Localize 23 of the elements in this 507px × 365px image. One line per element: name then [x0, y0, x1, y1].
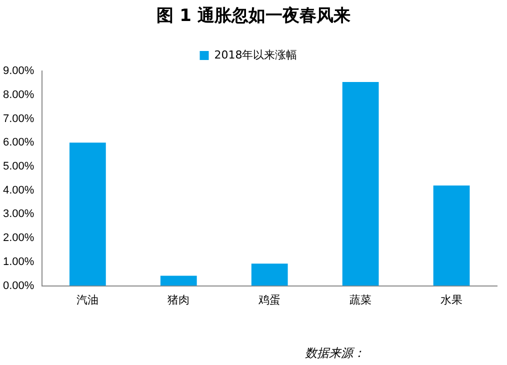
y-tick-label: 5.00%: [2, 160, 34, 172]
x-tick-label: 蔬菜: [350, 293, 372, 306]
y-tick-label: 7.00%: [2, 112, 34, 125]
bar: [433, 186, 470, 286]
y-tick-label: 6.00%: [2, 136, 34, 149]
x-tick-label: 猪肉: [168, 293, 190, 306]
bar: [69, 142, 106, 286]
legend-label: 2018年以来涨幅: [214, 48, 298, 62]
chart-title: 图 1 通胀忽如一夜春风来: [156, 5, 352, 27]
bar: [342, 82, 379, 286]
y-tick-label: 8.00%: [2, 88, 34, 101]
y-tick-label: 0.00%: [2, 280, 34, 292]
y-tick-label: 2.00%: [2, 232, 34, 244]
x-tick-label: 汽油: [76, 293, 99, 306]
y-tick-label: 3.00%: [2, 208, 34, 220]
bar: [251, 264, 288, 286]
x-tick-label: 鸡蛋: [258, 294, 281, 306]
y-tick-label: 1.00%: [2, 256, 34, 268]
y-tick-label: 4.00%: [2, 184, 34, 196]
source-note: 数据来源：: [305, 345, 365, 362]
y-tick-label: 9.00%: [2, 65, 34, 78]
bar: [160, 276, 197, 286]
x-tick-label: 水果: [440, 293, 463, 306]
